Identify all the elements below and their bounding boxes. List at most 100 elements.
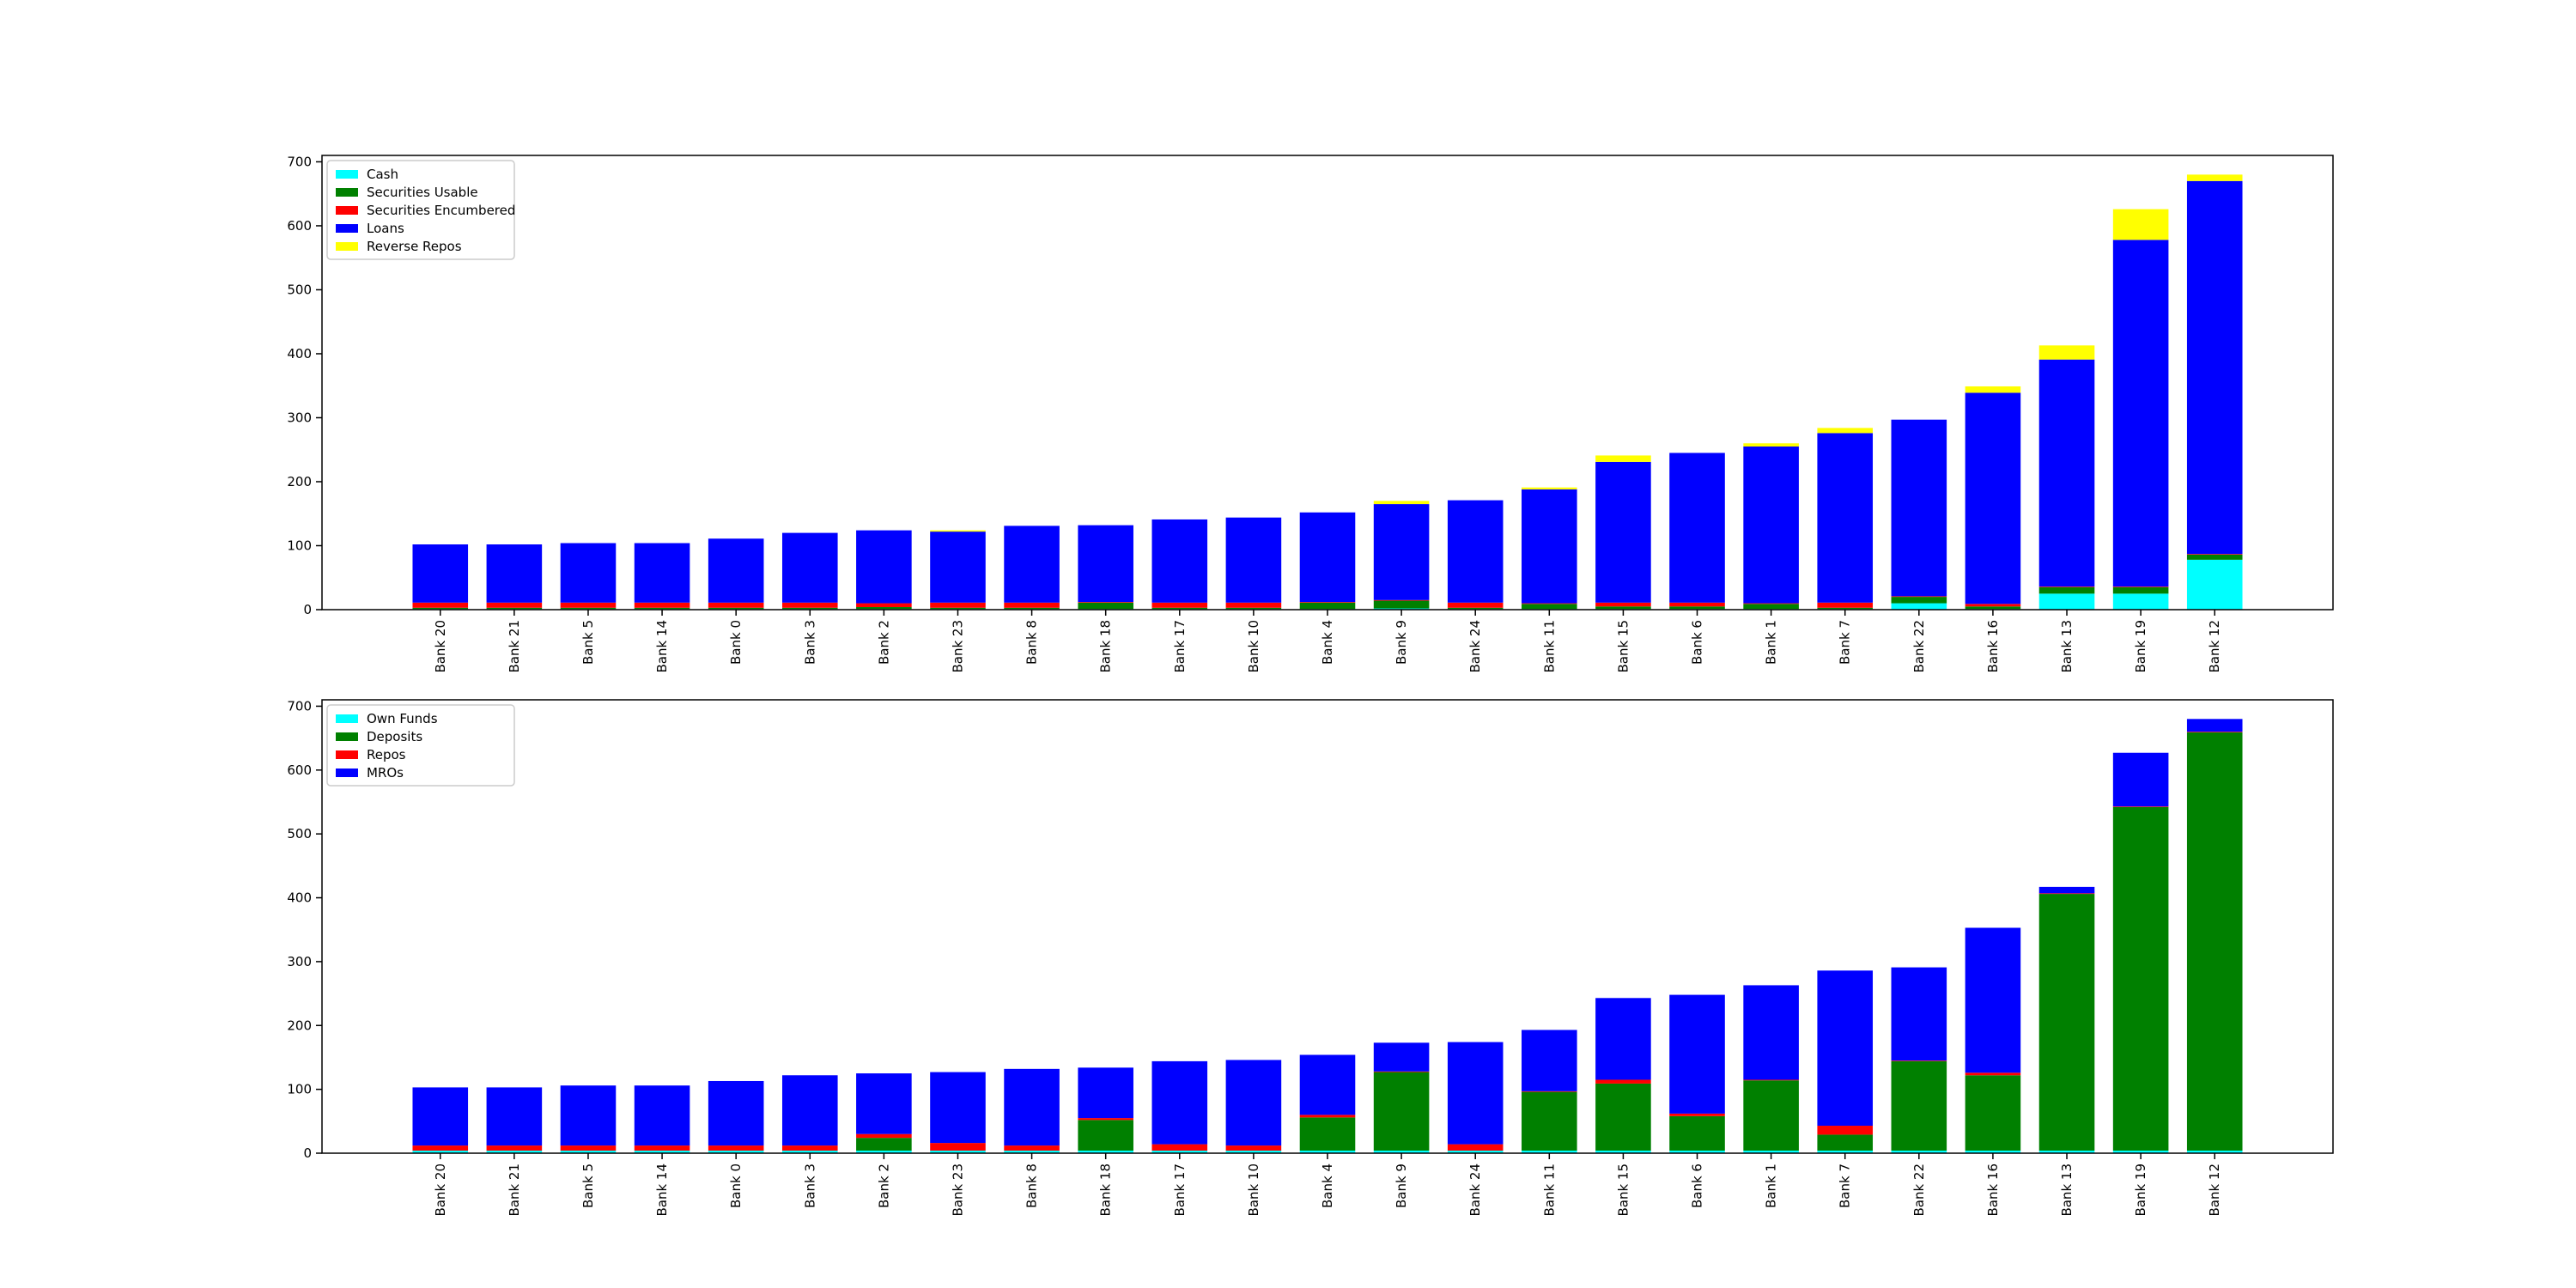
bar-securities-usable	[1743, 604, 1799, 610]
bar-securities-encumbered	[412, 602, 469, 608]
bar-cash	[2186, 559, 2243, 610]
legend-swatch	[336, 714, 358, 723]
bar-mros	[1299, 1054, 1356, 1115]
x-tick-label: Bank 16	[1985, 620, 2001, 673]
bar-repos	[1817, 1126, 1874, 1135]
x-tick-label: Bank 11	[1541, 620, 1557, 673]
bar-securities-usable	[1891, 597, 1947, 604]
x-tick-label: Bank 2	[876, 1163, 891, 1208]
legend: Cash Securities Usable Securities Encumber…	[326, 160, 515, 260]
bar-securities-encumbered	[1078, 602, 1133, 603]
bar-deposits	[2038, 894, 2095, 1151]
bar-deposits	[1817, 1134, 1874, 1151]
bar-securities-encumbered	[1595, 602, 1651, 607]
y-tick-label: 100	[287, 538, 312, 553]
bar-own-funds	[486, 1151, 543, 1153]
bar-mros	[634, 1085, 690, 1146]
x-tick-label: Bank 15	[1615, 1163, 1631, 1217]
bar-repos	[1078, 1118, 1133, 1121]
x-tick-label: Bank 21	[507, 1163, 522, 1217]
bar-own-funds	[2112, 1151, 2169, 1153]
bar-mros	[412, 1087, 469, 1146]
bar-securities-usable	[1078, 602, 1133, 610]
x-tick-label: Bank 10	[1246, 1163, 1261, 1217]
bar-own-funds	[1669, 1151, 1725, 1153]
bar-loans	[1078, 525, 1133, 603]
bar-loans	[1595, 461, 1651, 603]
bar-cash	[2038, 593, 2095, 610]
bar-mros	[1669, 994, 1725, 1114]
bar-mros	[930, 1072, 986, 1144]
bar-securities-encumbered	[634, 602, 690, 608]
x-tick-label: Bank 9	[1394, 1163, 1409, 1208]
bar-mros	[560, 1085, 617, 1146]
bar-own-funds	[2186, 1151, 2243, 1153]
legend-label: Own Funds	[367, 711, 438, 726]
legend-swatch	[336, 242, 358, 251]
bar-loans	[412, 544, 469, 603]
y-tick-label: 200	[287, 1018, 312, 1033]
legend-swatch	[336, 224, 358, 233]
bar-reverse-repos	[2038, 345, 2095, 360]
bar-reverse-repos	[930, 530, 986, 532]
x-tick-label: Bank 11	[1541, 1163, 1557, 1217]
y-tick-label: 400	[287, 890, 312, 906]
bar-securities-usable	[1225, 607, 1282, 610]
x-tick-label: Bank 8	[1024, 620, 1040, 665]
bar-securities-encumbered	[930, 602, 986, 608]
bar-mros	[708, 1080, 764, 1146]
y-tick-label: 600	[287, 762, 312, 778]
y-tick-label: 0	[303, 1145, 312, 1161]
bar-deposits	[1078, 1120, 1133, 1151]
x-tick-label: Bank 12	[2207, 620, 2222, 673]
x-tick-label: Bank 23	[950, 620, 965, 673]
legend-label: Repos	[367, 747, 406, 762]
legend-label: Securities Encumbered	[367, 203, 515, 218]
x-tick-label: Bank 1	[1764, 620, 1779, 665]
x-tick-label: Bank 4	[1320, 1163, 1335, 1208]
legend: Own Funds Deposits Repos MROs	[326, 704, 515, 787]
x-tick-label: Bank 14	[654, 1163, 670, 1217]
bar-securities-encumbered	[708, 602, 764, 608]
bar-securities-usable	[412, 607, 469, 610]
bar-own-funds	[856, 1151, 912, 1153]
y-tick-label: 600	[287, 218, 312, 234]
bar-reverse-repos	[2112, 209, 2169, 240]
x-tick-label: Bank 5	[580, 620, 596, 665]
bar-cash	[2112, 593, 2169, 610]
bar-securities-encumbered	[2112, 586, 2169, 587]
y-tick-label: 700	[287, 698, 312, 714]
y-tick-label: 0	[303, 602, 312, 617]
y-tick-label: 100	[287, 1082, 312, 1097]
bar-own-funds	[930, 1151, 986, 1153]
x-tick-label: Bank 9	[1394, 620, 1409, 665]
legend-box	[326, 704, 515, 787]
bar-securities-encumbered	[781, 602, 838, 608]
bar-mros	[1817, 970, 1874, 1127]
bar-repos	[412, 1145, 469, 1151]
bar-loans	[2186, 180, 2243, 555]
bar-deposits	[1522, 1091, 1577, 1151]
bar-mros	[2038, 886, 2095, 894]
bar-loans	[1817, 433, 1874, 603]
x-tick-label: Bank 22	[1911, 1163, 1927, 1217]
bar-loans	[486, 544, 543, 603]
bar-mros	[781, 1075, 838, 1146]
bar-deposits	[856, 1138, 912, 1151]
bar-securities-usable	[1669, 606, 1725, 610]
bar-repos	[1225, 1145, 1282, 1151]
bar-securities-usable	[708, 607, 764, 610]
bar-own-funds	[1447, 1151, 1504, 1153]
bar-loans	[634, 543, 690, 603]
bar-mros	[1595, 998, 1651, 1080]
bar-deposits	[1743, 1080, 1799, 1151]
bar-repos	[634, 1145, 690, 1151]
bar-securities-usable	[1965, 606, 2021, 610]
bar-cash	[1891, 603, 1947, 610]
bar-securities-usable	[1447, 607, 1504, 610]
bar-mros	[2186, 719, 2243, 732]
bar-mros	[1522, 1030, 1577, 1091]
x-tick-label: Bank 15	[1615, 620, 1631, 673]
